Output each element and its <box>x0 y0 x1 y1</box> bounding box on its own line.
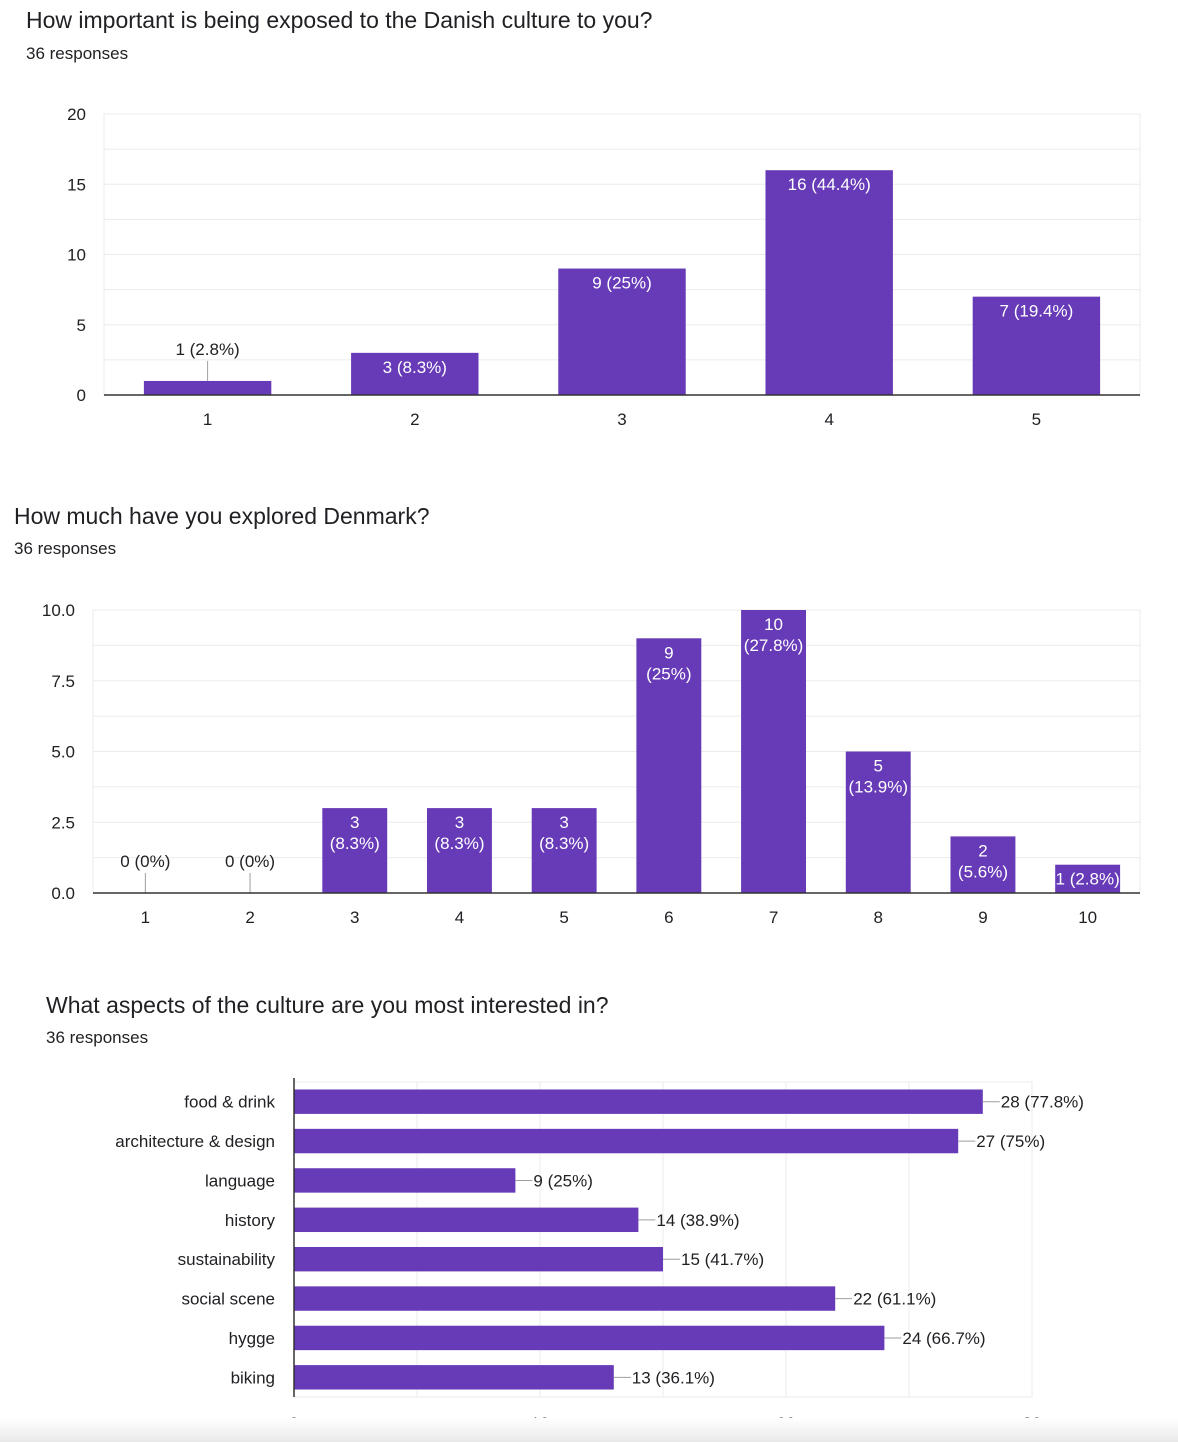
bar <box>950 836 1016 893</box>
bar <box>294 1207 639 1233</box>
data-label: (8.3%) <box>539 834 589 853</box>
bottom-fade <box>0 1418 1178 1442</box>
y-tick-label: 10.0 <box>42 601 75 620</box>
data-label: 9 <box>664 643 673 662</box>
bar <box>972 296 1101 395</box>
bar <box>351 352 479 395</box>
bar <box>294 1286 836 1311</box>
data-label: 0 (0%) <box>225 852 275 871</box>
y-tick-label: 0.0 <box>51 884 75 903</box>
x-tick-label: 1 <box>141 908 150 927</box>
question-title-3: What aspects of the culture are you most… <box>46 992 609 1018</box>
data-label: 1 (2.8%) <box>175 340 239 359</box>
data-label: 3 <box>350 813 359 832</box>
x-tick-label: 5 <box>1032 410 1041 429</box>
category-label: sustainability <box>178 1250 276 1269</box>
x-tick-label: 1 <box>203 410 212 429</box>
x-tick-label: 8 <box>874 908 883 927</box>
data-label: 0 (0%) <box>120 852 170 871</box>
data-label: 9 (25%) <box>592 274 652 293</box>
x-tick-label: 3 <box>617 410 626 429</box>
x-tick-label: 4 <box>455 908 464 927</box>
bar <box>558 268 686 395</box>
response-count-2: 36 responses <box>14 539 117 558</box>
question-title-1: How important is being exposed to the Da… <box>26 7 653 33</box>
category-label: food & drink <box>184 1093 275 1112</box>
x-tick-label: 10 <box>1078 908 1097 927</box>
bar <box>294 1089 983 1114</box>
data-label: (13.9%) <box>848 778 908 797</box>
x-tick-label: 6 <box>664 908 673 927</box>
data-label: 5 <box>874 757 883 776</box>
bar <box>294 1128 959 1154</box>
data-label: 14 (38.9%) <box>656 1211 739 1230</box>
bar <box>531 808 597 893</box>
bar <box>143 380 272 395</box>
bar <box>426 808 492 893</box>
data-label: 3 <box>559 813 568 832</box>
data-label: 9 (25%) <box>533 1171 593 1190</box>
x-tick-label: 3 <box>350 908 359 927</box>
data-label: 2 <box>978 841 987 860</box>
data-label: 3 <box>455 813 464 832</box>
category-label: social scene <box>181 1290 275 1309</box>
data-label: (27.8%) <box>744 636 804 655</box>
chart-denmark-explored: 0.0 2.5 5.0 7.5 10.0 1 0 (0%) 2 0 (0%) 3 3 (8.3%) 4 3… <box>42 601 1141 927</box>
data-label: (8.3%) <box>330 834 380 853</box>
data-label: 13 (36.1%) <box>632 1368 715 1387</box>
y-tick-label: 7.5 <box>51 672 75 691</box>
category-label: language <box>205 1171 275 1190</box>
data-label: 22 (61.1%) <box>853 1290 936 1309</box>
x-tick-label: 7 <box>769 908 778 927</box>
y-tick-label: 5 <box>77 316 86 335</box>
bar <box>322 808 388 893</box>
data-label: 28 (77.8%) <box>1001 1093 1084 1112</box>
category-label: hygge <box>229 1329 275 1348</box>
data-label: (5.6%) <box>958 862 1008 881</box>
bar <box>294 1246 663 1272</box>
bar <box>294 1168 516 1193</box>
category-label: architecture & design <box>115 1132 275 1151</box>
y-tick-label: 5.0 <box>51 743 75 762</box>
data-label: 10 <box>764 615 783 634</box>
bar <box>294 1365 614 1390</box>
data-label: 27 (75%) <box>976 1132 1045 1151</box>
data-label: 3 (8.3%) <box>383 358 447 377</box>
data-label: 24 (66.7%) <box>902 1329 985 1348</box>
bar <box>1055 864 1121 893</box>
x-tick-label: 2 <box>410 410 419 429</box>
x-tick-label: 4 <box>824 410 833 429</box>
data-label: 15 (41.7%) <box>681 1250 764 1269</box>
y-tick-label: 2.5 <box>51 813 75 832</box>
bar <box>845 751 911 893</box>
x-tick-label: 9 <box>978 908 987 927</box>
bar <box>636 638 702 893</box>
y-tick-label: 0 <box>77 386 86 405</box>
y-tick-label: 15 <box>67 175 86 194</box>
x-tick-label: 2 <box>245 908 254 927</box>
category-label: history <box>225 1211 276 1230</box>
data-label: (25%) <box>646 664 691 683</box>
response-count-3: 36 responses <box>46 1028 149 1047</box>
y-tick-label: 10 <box>67 246 86 265</box>
chart-culture-importance: 0 5 10 15 20 1 1 (2.8%) 2 3 (8.3%) 3 9 (25%) 4 16 (4… <box>67 105 1141 429</box>
data-label: 16 (44.4%) <box>788 175 871 194</box>
x-tick-label: 5 <box>559 908 568 927</box>
y-tick-label: 20 <box>67 105 86 124</box>
data-label: 7 (19.4%) <box>1000 302 1074 321</box>
bar <box>294 1325 885 1351</box>
data-label: (8.3%) <box>434 834 484 853</box>
response-count-1: 36 responses <box>26 44 129 63</box>
category-label: biking <box>231 1368 275 1387</box>
data-label: 1 (2.8%) <box>1056 870 1120 889</box>
bar <box>741 610 807 893</box>
bar <box>765 170 893 395</box>
question-title-2: How much have you explored Denmark? <box>14 503 430 529</box>
